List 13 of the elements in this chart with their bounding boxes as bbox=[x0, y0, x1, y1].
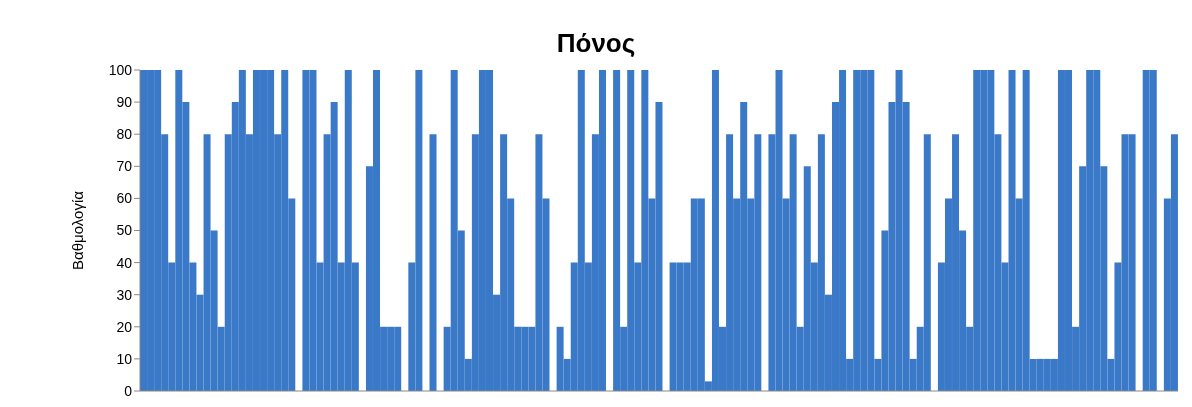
y-tick-label: 50 bbox=[116, 222, 133, 239]
y-tick-label: 20 bbox=[116, 318, 133, 335]
y-tick-label: 40 bbox=[116, 254, 133, 271]
y-tick-label: 70 bbox=[116, 158, 133, 175]
y-tick-label: 90 bbox=[116, 94, 133, 111]
y-tick-label: 10 bbox=[116, 350, 133, 367]
y-tick-label: 30 bbox=[116, 286, 133, 303]
y-tick-label: 80 bbox=[116, 126, 133, 143]
y-axis-title: Βαθμολογία bbox=[69, 190, 87, 270]
y-tick-label: 60 bbox=[116, 190, 133, 207]
y-tick-label: 100 bbox=[108, 61, 133, 78]
chart-title: Πόνος bbox=[555, 28, 637, 59]
y-tick-label: 0 bbox=[124, 382, 133, 399]
